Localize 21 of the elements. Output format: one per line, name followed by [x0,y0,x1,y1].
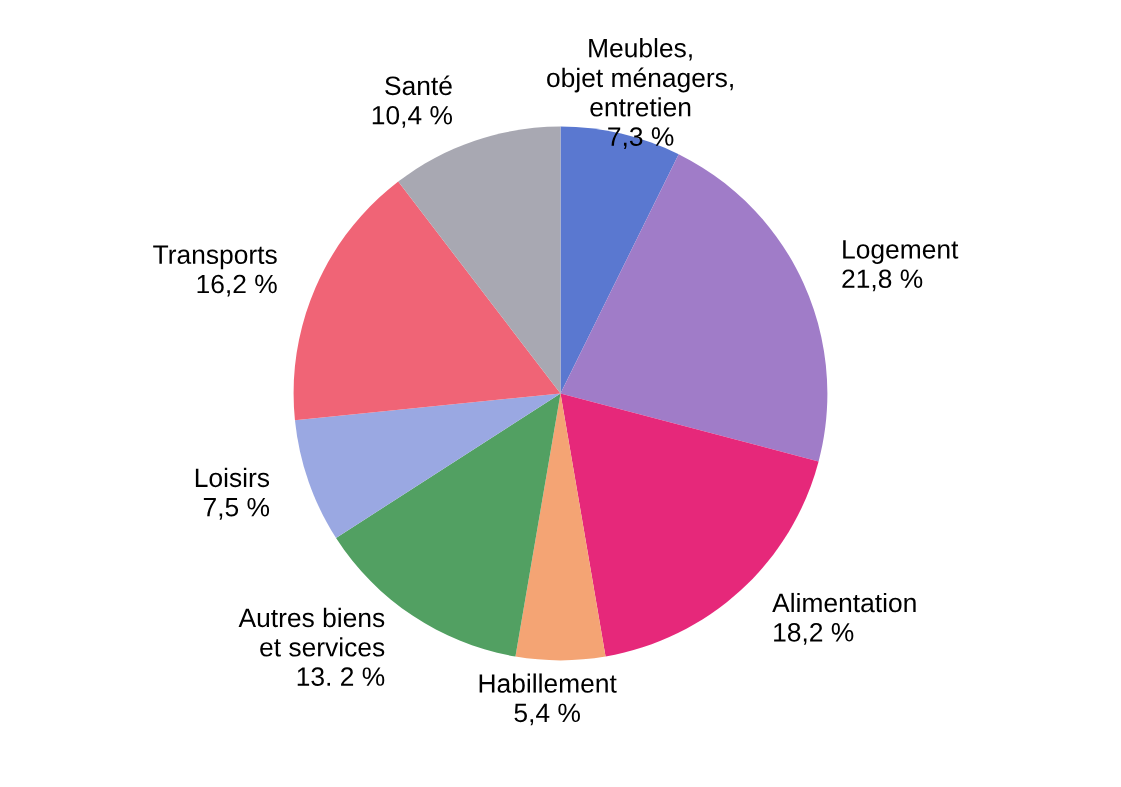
pie-slice [560,154,828,462]
slice-label: Transports [153,245,277,270]
data-label: 16,2 % [197,274,277,297]
slice-label: Habillement [479,673,617,693]
slice-label: Loisirs [195,467,270,488]
data-label: 7,5 % [203,497,270,520]
pie-slice [560,126,679,394]
pie-slice [515,393,606,661]
data-label: 18,2 % [774,622,854,645]
slice-label: Alimentation [772,592,916,613]
slice-label: Autres biens et services [238,607,385,657]
pie-slice [398,126,561,394]
data-label: 5,4 % [514,703,580,726]
pie-slice [294,393,561,538]
slice-label: Logement [843,240,959,264]
data-label: 13. 2 % [297,667,385,686]
data-label: 10,4 % [372,105,452,128]
pie-slice [293,181,561,421]
data-label: 21,8 % [842,269,923,292]
slice-label: Meubles, objet ménagers, entretien [547,38,733,117]
slice-label: Santé [385,75,452,96]
